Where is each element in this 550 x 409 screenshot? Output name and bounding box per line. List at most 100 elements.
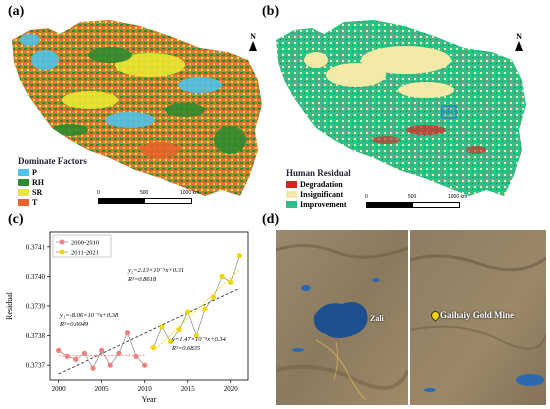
panel-b-label: (b)	[262, 4, 280, 19]
panel-c: (c) 2000 2005 2010 2015 2020 0.3737 0.3738 0.37…	[0, 210, 270, 409]
scale-bar-b	[366, 202, 460, 208]
chart-legend-box	[52, 234, 112, 258]
series-point-1	[176, 327, 182, 333]
series1-r2: R²=0.6835	[171, 345, 201, 352]
region-box-d	[441, 105, 457, 119]
callout-d: (d)	[443, 107, 453, 116]
x-tick-label: 2005	[95, 385, 110, 393]
series-point-1	[210, 294, 217, 300]
series-point-0	[64, 353, 70, 359]
x-tick-label: 2015	[181, 385, 196, 393]
legend-swatch-degradation	[286, 181, 297, 188]
legend-swatch-rh	[18, 179, 29, 186]
series-point-1	[193, 333, 199, 339]
series0-r2: R²=0.0049	[59, 321, 89, 328]
legend-text-0: 2000-2010	[71, 240, 99, 247]
y-axis-label: Residual	[5, 291, 14, 320]
north-label-b: N	[516, 32, 522, 41]
north-arrow-b: N	[512, 32, 526, 51]
legend-item-p: P	[18, 168, 37, 177]
series-point-1	[202, 306, 208, 312]
legend-item-sr: SR	[18, 188, 42, 197]
panel-a-label: (a)	[8, 4, 25, 19]
scale-tick-b-2: 1000 km	[448, 194, 468, 200]
legend-item-rh: RH	[18, 178, 44, 187]
human-residual-map	[276, 20, 526, 196]
panel-a: (a) N	[0, 0, 270, 207]
series-point-0	[56, 347, 62, 353]
legend-text-1: 2011-2021	[71, 250, 99, 257]
legend-item-insignificant: Insignificant	[286, 190, 343, 199]
satellite-left-image	[276, 230, 408, 405]
north-label-a: N	[250, 32, 256, 41]
legend-label-p: P	[32, 168, 37, 177]
panel-c-label: (c)	[8, 212, 24, 227]
overall-fit-equation: y₂=2.13×10⁻⁵x+0.31	[127, 267, 184, 274]
x-axis-label: Year	[142, 395, 157, 404]
y-tick-label: 0.3741	[26, 243, 46, 251]
legend-label-improvement: Improvement	[300, 200, 347, 209]
series-point-1	[185, 309, 191, 315]
series-point-1	[219, 273, 225, 279]
y-tick-label: 0.3740	[26, 273, 46, 281]
legend-label-rh: RH	[32, 178, 44, 187]
series-point-0	[142, 362, 148, 368]
series-point-0	[133, 353, 139, 359]
legend-swatch-t	[18, 199, 29, 206]
overall-fit-r2: R²=0.8618	[127, 276, 157, 283]
panel-b: (b) (d) N Human Residual Degra	[262, 0, 550, 210]
x-tick-label: 2020	[224, 385, 239, 393]
series-fit-line-0	[58, 354, 145, 357]
legend-swatch-sr	[18, 189, 29, 196]
series-point-1	[236, 253, 242, 259]
legend-title-b: Human Residual	[286, 168, 351, 178]
gold-mine-label: Gaihaiy Gold Mine	[440, 310, 515, 320]
north-arrow-a: N	[246, 32, 260, 51]
series-fit-line-1	[152, 269, 240, 352]
overall-trend-line	[58, 287, 240, 375]
series1-equation: y=1.47×10⁻⁵x+0.34	[171, 336, 227, 343]
scale-tick-a-1: 500	[140, 190, 149, 196]
scale-tick-b-0: 0	[365, 194, 368, 200]
legend-swatch-improvement	[286, 201, 297, 208]
series-point-0	[124, 330, 131, 336]
legend-title-a: Dominate Factors	[18, 156, 87, 166]
legend-label-insignificant: Insignificant	[300, 190, 344, 199]
legend-marker-1	[59, 249, 65, 255]
legend-marker-0	[59, 239, 65, 245]
legend-label-sr: SR	[32, 188, 43, 197]
series-point-0	[81, 350, 88, 356]
x-tick-label: 2010	[138, 385, 153, 393]
legend-item-t: T	[18, 198, 37, 207]
series-point-1	[228, 279, 234, 285]
series-point-0	[73, 356, 79, 362]
series-point-0	[90, 365, 96, 371]
series-point-0	[116, 350, 122, 356]
scale-tick-b-1: 500	[408, 194, 417, 200]
scale-tick-a-0: 0	[97, 190, 100, 196]
dominate-factors-map	[12, 20, 262, 196]
panel-d-label: (d)	[262, 212, 280, 227]
legend-swatch-p	[18, 169, 29, 176]
zali-label: Zali	[370, 314, 384, 323]
residual-line-chart: 2000 2005 2010 2015 2020 0.3737 0.3738 0.3739 0.…	[5, 231, 249, 404]
legend-label-degradation: Degradation	[300, 180, 343, 189]
legend-item-degradation: Degradation	[286, 180, 343, 189]
y-tick-label: 0.3737	[26, 362, 46, 370]
panel-d: (d) Zali	[262, 210, 550, 409]
y-tick-label: 0.3738	[26, 332, 46, 340]
legend-label-t: T	[32, 198, 38, 207]
legend-swatch-insignificant	[286, 191, 297, 198]
series0-equation: y₁=-8.06×10⁻⁶x+0.38	[59, 312, 119, 319]
scale-tick-a-2: 1000 km	[180, 190, 200, 196]
scale-bar-a	[98, 198, 192, 204]
lake-shape	[313, 302, 368, 338]
series-point-0	[99, 347, 105, 353]
series-point-1	[150, 344, 156, 351]
series-point-1	[167, 338, 174, 345]
series-point-0	[107, 362, 113, 368]
x-tick-label: 2000	[52, 385, 67, 393]
series-point-1	[159, 324, 165, 330]
legend-item-improvement: Improvement	[286, 200, 347, 209]
y-tick-label: 0.3739	[26, 303, 46, 311]
